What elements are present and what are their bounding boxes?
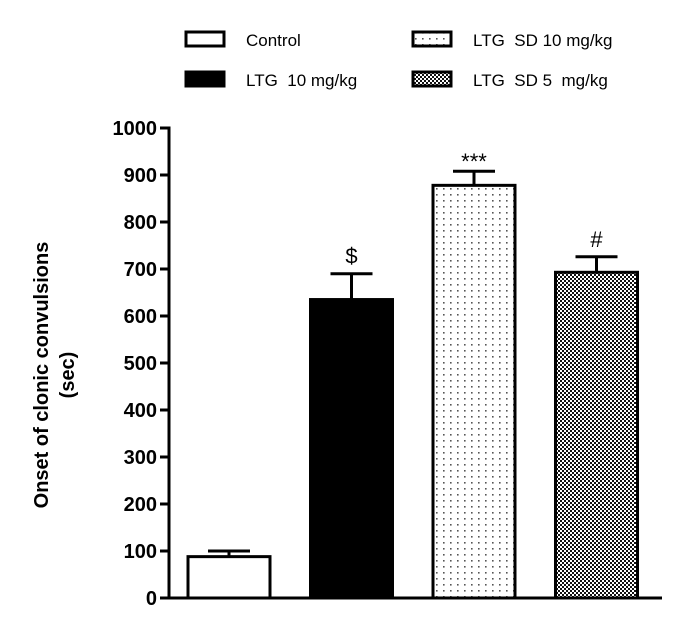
legend-swatch-control bbox=[184, 30, 226, 48]
legend-item-ltg-sd-10: LTG SD 10 mg/kg bbox=[411, 30, 613, 50]
y-tick-label: 500 bbox=[124, 353, 157, 375]
y-tick-label: 200 bbox=[124, 494, 157, 516]
significance-label: # bbox=[590, 227, 603, 252]
significance-label: *** bbox=[461, 149, 487, 174]
legend-item-control: Control bbox=[184, 30, 301, 50]
y-tick-label: 1000 bbox=[113, 118, 158, 140]
y-axis: 0 100 200 300 400 500 600 700 800 900 1000 bbox=[113, 118, 171, 610]
y-tick-label: 700 bbox=[124, 259, 157, 281]
bar bbox=[309, 298, 394, 600]
bar bbox=[186, 555, 272, 600]
y-tick-label: 0 bbox=[146, 588, 157, 610]
y-tick-label: 600 bbox=[124, 306, 157, 328]
y-tick-label: 900 bbox=[124, 165, 157, 187]
legend-label-ltg-sd-10: LTG SD 10 mg/kg bbox=[473, 31, 613, 50]
legend: Control LTG SD 10 mg/kg LTG 10 mg/kg LTG… bbox=[184, 30, 613, 90]
legend-swatch-ltg-sd-5 bbox=[411, 70, 453, 88]
legend-swatch-ltg-sd-10 bbox=[411, 30, 453, 48]
y-axis-title-line1: Onset of clonic convulsions bbox=[31, 242, 53, 509]
y-axis-title-line2: (sec) bbox=[57, 352, 79, 399]
y-tick-label: 100 bbox=[124, 541, 157, 563]
bars: $ *** # bbox=[186, 149, 639, 600]
significance-label: $ bbox=[345, 244, 357, 269]
bar bbox=[554, 270, 639, 600]
legend-label-ltg-sd-5: LTG SD 5 mg/kg bbox=[473, 71, 608, 90]
legend-swatch-ltg-10 bbox=[184, 70, 226, 88]
y-axis-title: Onset of clonic convulsions (sec) bbox=[31, 242, 79, 509]
legend-item-ltg-10: LTG 10 mg/kg bbox=[184, 70, 357, 90]
y-tick-label: 800 bbox=[124, 212, 157, 234]
legend-label-ltg-10: LTG 10 mg/kg bbox=[246, 71, 357, 90]
bar bbox=[431, 183, 517, 600]
legend-item-ltg-sd-5: LTG SD 5 mg/kg bbox=[411, 70, 608, 90]
y-tick-label: 400 bbox=[124, 400, 157, 422]
y-tick-label: 300 bbox=[124, 447, 157, 469]
legend-label-control: Control bbox=[246, 31, 301, 50]
